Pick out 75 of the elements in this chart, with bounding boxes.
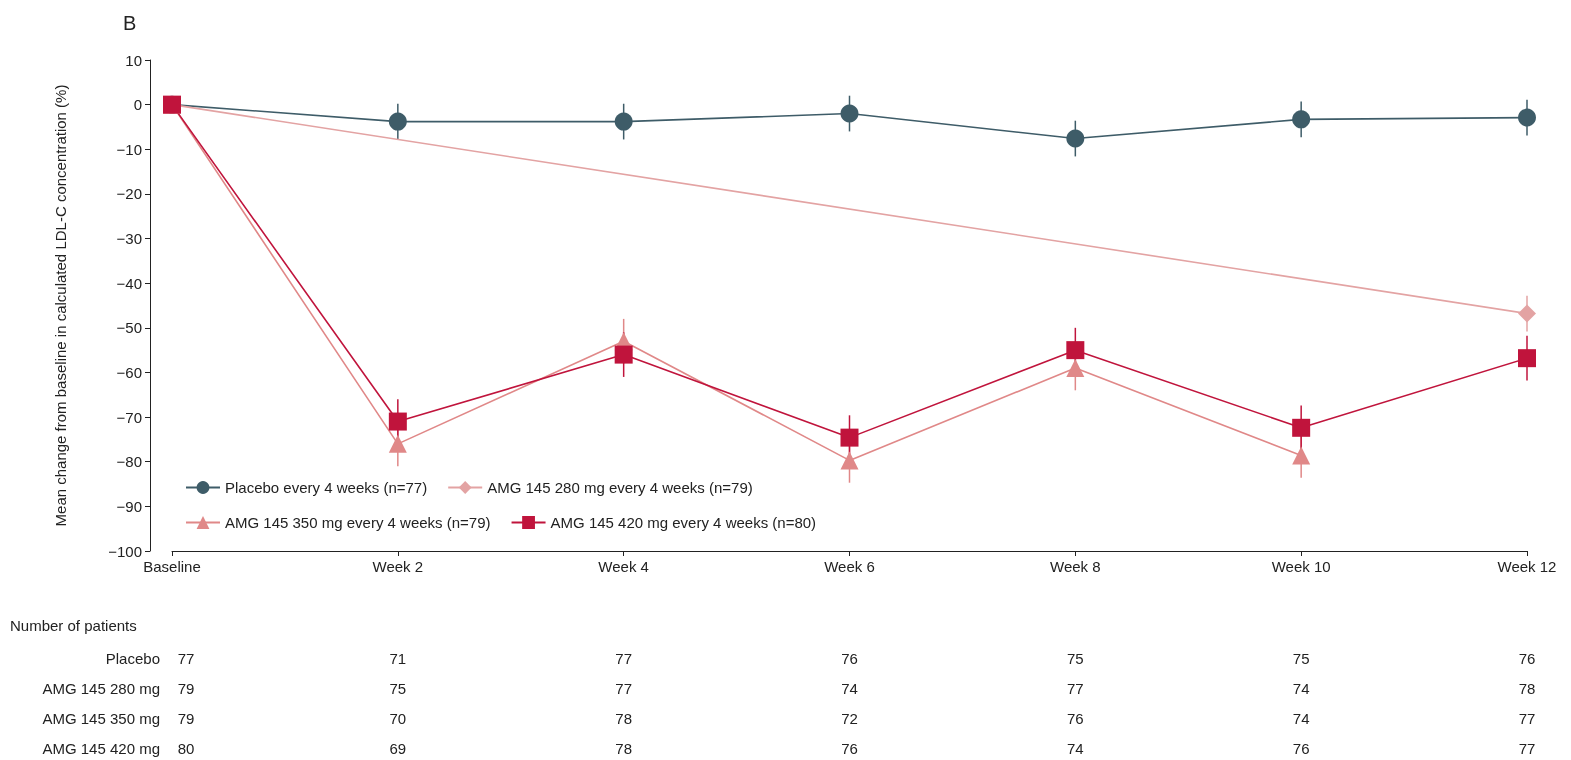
- text: 70: [389, 709, 407, 727]
- text: 80: [177, 739, 195, 757]
- point: [1066, 129, 1085, 148]
- y-tick-label: −20: [116, 185, 142, 203]
- text: 77: [615, 679, 633, 697]
- y-axis-title: Mean change from baseline in calculated LDL-C concentration (%): [51, 84, 69, 527]
- point: [388, 412, 407, 431]
- text: 69: [389, 739, 407, 757]
- text: Placebo: [105, 649, 160, 667]
- y-tick-label: 0: [133, 96, 142, 114]
- text: 79: [177, 679, 195, 697]
- text: 78: [615, 739, 633, 757]
- legend-label: AMG 145 350 mg every 4 weeks (n=79): [225, 514, 491, 531]
- text: 77: [1518, 739, 1536, 757]
- y-tick-label: −40: [116, 274, 142, 292]
- point: [1066, 341, 1085, 360]
- y-tick-label: −10: [116, 140, 142, 158]
- x-tick-label: Week 2: [372, 558, 424, 575]
- point: [1518, 108, 1536, 127]
- text: 74: [841, 679, 858, 697]
- y-tick-label: −90: [116, 497, 142, 515]
- text: 78: [615, 709, 633, 727]
- legend-label: AMG 145 280 mg every 4 weeks (n=79): [487, 479, 753, 496]
- point: [840, 428, 859, 447]
- text: AMG 145 350 mg: [42, 709, 160, 727]
- point: [1066, 358, 1085, 377]
- text: 72: [841, 709, 858, 727]
- y-tick-label: 10: [125, 51, 142, 69]
- y-tick-label: −80: [116, 453, 142, 471]
- y-tick-label: −30: [116, 230, 142, 248]
- text: 78: [1518, 679, 1536, 697]
- point: [1518, 349, 1536, 368]
- text: 74: [1066, 739, 1084, 757]
- text: 77: [615, 649, 633, 667]
- point: [388, 112, 407, 131]
- text: Number of patients: [10, 617, 137, 634]
- text: 77: [1066, 679, 1084, 697]
- text: 77: [1518, 709, 1536, 727]
- text: 75: [1292, 649, 1310, 667]
- chart-title: B: [123, 12, 137, 34]
- x-tick-label: Week 12: [1497, 558, 1557, 575]
- text: 79: [177, 709, 195, 727]
- legend-label: AMG 145 420 mg every 4 weeks (n=80): [550, 514, 817, 531]
- text: 75: [1066, 649, 1084, 667]
- text: 74: [1292, 709, 1310, 727]
- text: 76: [1066, 709, 1084, 727]
- text: 76: [1518, 649, 1536, 667]
- x-tick-label: Week 6: [824, 558, 875, 575]
- text: 76: [841, 739, 858, 757]
- text: 76: [1292, 739, 1310, 757]
- text: 76: [841, 649, 858, 667]
- y-tick-label: −70: [116, 408, 142, 426]
- text: 71: [389, 649, 407, 667]
- y-tick-label: −50: [116, 319, 142, 337]
- text: 75: [389, 679, 407, 697]
- point: [1292, 418, 1311, 437]
- point: [614, 345, 633, 364]
- y-tick-label: −60: [116, 363, 142, 381]
- legend-label: Placebo every 4 weeks (n=77): [225, 479, 428, 496]
- x-tick-label: Baseline: [143, 558, 201, 575]
- text: 77: [177, 649, 195, 667]
- x-tick-label: Week 8: [1050, 558, 1101, 575]
- point: [1518, 304, 1536, 323]
- point: [388, 434, 407, 453]
- point: [1292, 446, 1311, 465]
- text: AMG 145 420 mg: [42, 739, 160, 757]
- x-tick-label: Week 10: [1271, 558, 1331, 575]
- point: [614, 112, 633, 131]
- x-tick-label: Week 4: [598, 558, 649, 575]
- text: 74: [1292, 679, 1310, 697]
- point: [840, 104, 859, 123]
- y-tick-label: −100: [108, 542, 142, 560]
- point: [840, 451, 859, 470]
- text: AMG 145 280 mg: [42, 679, 160, 697]
- point: [1292, 110, 1311, 129]
